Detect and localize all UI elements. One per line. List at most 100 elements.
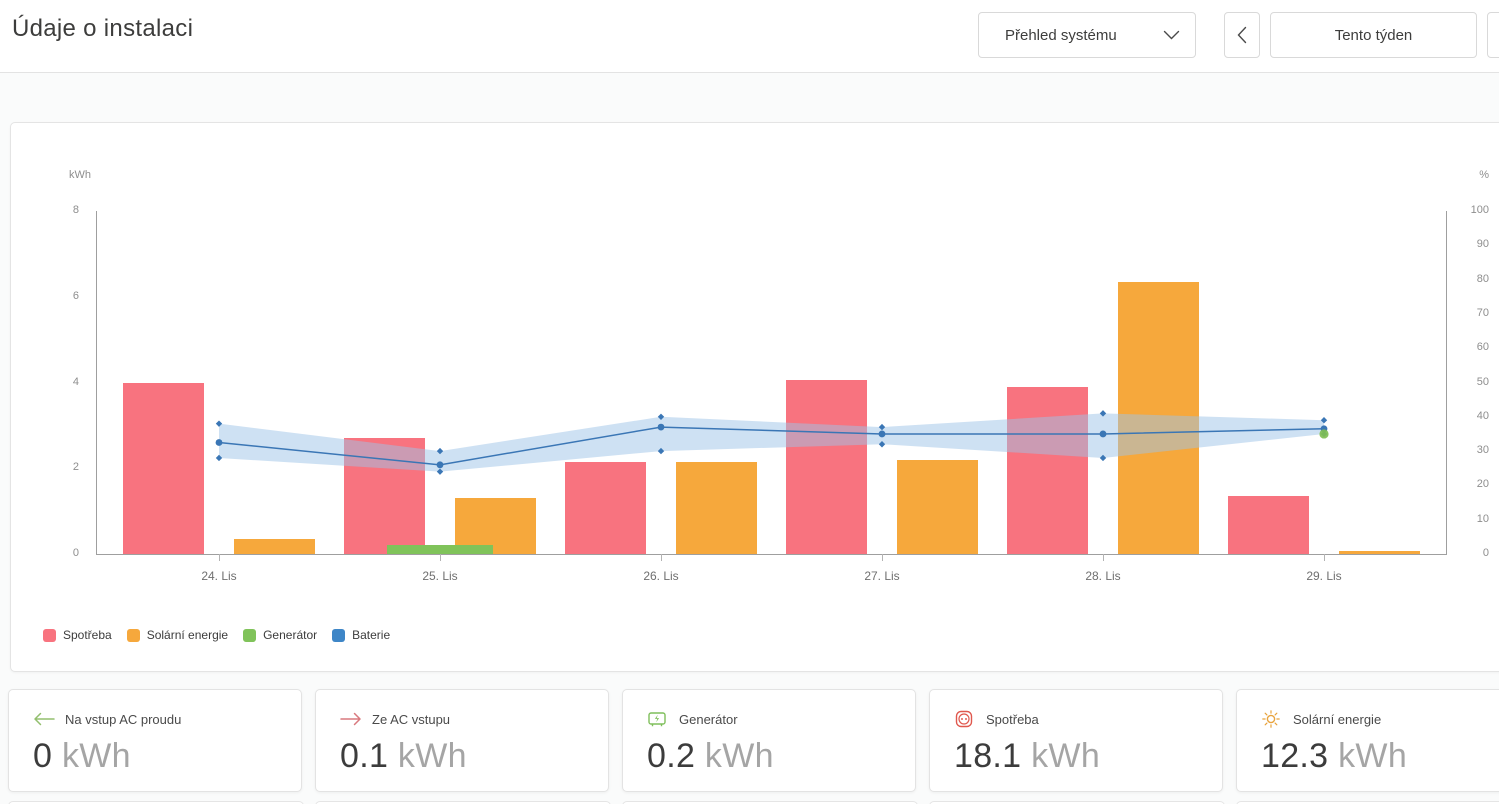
stat-card-value: 0.2 kWh (647, 737, 774, 775)
battery-minmax-band (219, 413, 1324, 472)
y-axis-right (1446, 211, 1447, 555)
legend-swatch (332, 628, 346, 642)
y-axis-tick-left: 2 (72, 461, 79, 474)
y-axis-tick-left: 0 (72, 547, 79, 559)
x-axis-tick-label: 28. Lis (1085, 569, 1121, 583)
stat-card-consumption: Spotřeba 18.1 kWh (929, 689, 1223, 792)
legend-swatch (43, 628, 56, 642)
chevron-left-icon (1237, 26, 1247, 44)
x-axis-tick-mark (1103, 554, 1104, 561)
y-axis-left (96, 211, 97, 555)
legend-item-baterie[interactable]: Baterie (332, 628, 390, 642)
battery-soc-point[interactable] (657, 423, 665, 431)
stat-card-ac-out: Ze AC vstupu 0.1 kWh (315, 689, 609, 792)
y-axis-tick-right: 60 (1476, 341, 1489, 354)
socket-icon (954, 709, 978, 729)
legend-label: Baterie (352, 628, 391, 642)
arrow-left-icon (33, 712, 57, 726)
y-axis-tick-right: 50 (1476, 375, 1489, 388)
battery-band-marker (657, 447, 665, 455)
bar-sol-rn-energie-27-lis[interactable] (897, 459, 978, 554)
system-overview-select-value: Přehled systému (1005, 26, 1117, 44)
y-axis-tick-right: 80 (1476, 272, 1489, 285)
generator-icon (647, 709, 671, 729)
stat-card-label: Solární energie (1293, 711, 1382, 727)
stat-card-generator: Generátor 0.2 kWh (622, 689, 916, 792)
chart-legend: Spotřeba Solární energie Generátor Baterie (43, 628, 405, 642)
stat-card-label: Ze AC vstupu (372, 711, 451, 727)
battery-band-marker (657, 413, 665, 420)
legend-label: Spotřeba (63, 628, 112, 642)
y-axis-tick-right: 90 (1476, 238, 1489, 251)
battery-soc-point[interactable] (215, 439, 223, 446)
x-axis-tick-label: 27. Lis (864, 569, 900, 583)
y-axis-tick-right: 20 (1476, 478, 1489, 491)
sun-icon (1261, 709, 1285, 729)
bar-spot-eba-26-lis[interactable] (565, 461, 646, 554)
x-axis-tick-label: 29. Lis (1306, 569, 1342, 583)
arrow-right-icon (340, 712, 364, 726)
legend-item-gener-tor[interactable]: Generátor (243, 628, 317, 642)
bar-spot-eba-24-lis[interactable] (123, 382, 204, 554)
bar-gener-tor-25-lis[interactable] (387, 545, 493, 554)
right-axis-unit-label: % (1479, 169, 1489, 181)
system-overview-select[interactable]: Přehled systému (978, 12, 1196, 58)
y-axis-tick-right: 10 (1476, 512, 1489, 525)
y-axis-tick-right: 30 (1476, 444, 1489, 457)
battery-band-marker (215, 454, 223, 462)
prev-period-button[interactable] (1224, 12, 1260, 58)
left-axis-unit-label: kWh (69, 169, 91, 181)
period-button-label: Tento týden (1334, 26, 1413, 44)
stat-card-label: Generátor (679, 711, 738, 727)
battery-band-marker (878, 423, 886, 431)
legend-swatch (126, 628, 140, 642)
x-axis-tick-label: 25. Lis (422, 569, 458, 583)
battery-band-marker (436, 468, 444, 475)
x-axis (96, 554, 1447, 555)
x-axis-tick-mark (440, 554, 441, 561)
chart-panel: kWh% 0 2 4 6 8 0 10 20 30 40 50 60 70 80 90 100 24. Lis 25… (10, 122, 1499, 672)
chevron-down-icon (1163, 30, 1180, 40)
battery-band-marker (1099, 454, 1107, 462)
period-button[interactable]: Tento týden (1270, 12, 1477, 58)
bar-spot-eba-28-lis[interactable] (1007, 386, 1088, 554)
bar-sol-rn-energie-25-lis[interactable] (455, 498, 536, 554)
bar-sol-rn-energie-26-lis[interactable] (676, 461, 757, 554)
y-axis-tick-right: 70 (1476, 306, 1489, 319)
bar-sol-rn-energie-29-lis[interactable] (1339, 550, 1420, 554)
x-axis-tick-mark (661, 554, 662, 561)
y-axis-tick-left: 8 (72, 204, 79, 216)
legend-item-sol-rn-energie[interactable]: Solární energie (126, 628, 229, 642)
battery-band-marker (436, 447, 444, 455)
bar-spot-eba-29-lis[interactable] (1228, 496, 1309, 554)
x-axis-tick-mark (1324, 554, 1325, 561)
x-axis-tick-label: 24. Lis (201, 569, 237, 583)
stat-card-value: 12.3 kWh (1261, 737, 1408, 775)
y-axis-tick-left: 6 (72, 289, 79, 302)
bar-spot-eba-27-lis[interactable] (786, 380, 867, 554)
battery-soc-point[interactable] (878, 430, 886, 438)
generator-end-dot (1319, 429, 1329, 439)
next-period-button[interactable] (1487, 12, 1499, 58)
y-axis-tick-right: 0 (1482, 547, 1489, 559)
battery-soc-line (218, 426, 1325, 466)
legend-item-spot-eba[interactable]: Spotřeba (43, 628, 112, 642)
battery-soc-point[interactable] (1099, 430, 1107, 438)
stat-card-ac-in: Na vstup AC proudu 0 kWh (8, 689, 302, 792)
legend-label: Solární energie (146, 628, 229, 642)
y-axis-tick-right: 100 (1470, 204, 1489, 216)
stat-card-value: 0 kWh (33, 737, 131, 775)
stat-card-solar: Solární energie 12.3 kWh (1236, 689, 1499, 792)
y-axis-tick-right: 40 (1476, 409, 1489, 422)
stat-card-label: Spotřeba (986, 711, 1039, 727)
stat-card-partial (1236, 801, 1499, 804)
bar-sol-rn-energie-24-lis[interactable] (234, 538, 315, 554)
x-axis-tick-label: 26. Lis (643, 569, 679, 583)
battery-band-marker (878, 441, 886, 448)
battery-band-marker (1320, 417, 1328, 424)
legend-swatch (243, 628, 257, 642)
legend-label: Generátor (263, 628, 318, 642)
battery-soc-point[interactable] (436, 461, 444, 469)
x-axis-tick-mark (219, 554, 220, 561)
